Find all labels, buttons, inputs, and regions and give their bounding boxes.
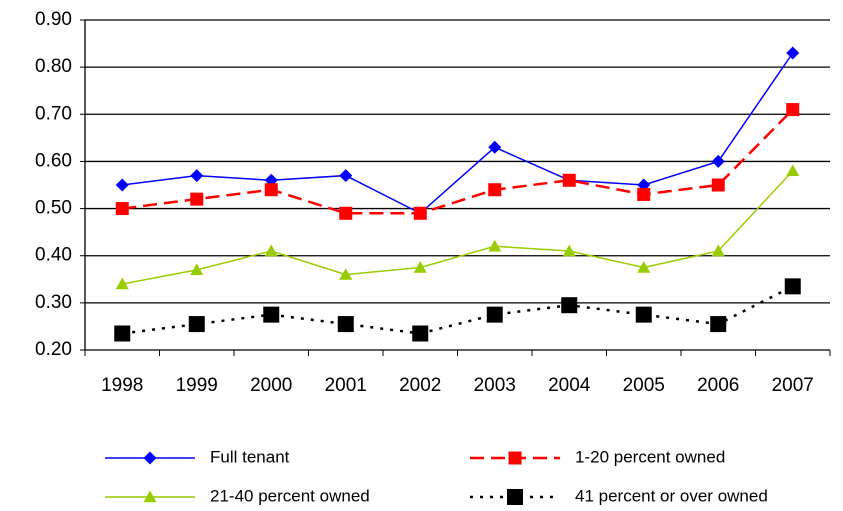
y-tick-label: 0.20 <box>35 339 72 360</box>
marker <box>413 261 427 273</box>
marker <box>339 169 353 183</box>
marker <box>711 154 725 168</box>
x-tick-label: 2004 <box>548 375 591 396</box>
marker <box>784 278 801 295</box>
y-tick-label: 0.60 <box>35 150 72 171</box>
x-tick-label: 2003 <box>474 375 516 396</box>
marker <box>263 306 280 323</box>
marker <box>637 187 651 201</box>
x-tick-label: 2000 <box>250 375 292 396</box>
marker <box>786 46 800 60</box>
marker <box>488 183 502 197</box>
marker <box>637 261 651 273</box>
marker <box>711 178 725 192</box>
series-line <box>122 52 794 215</box>
legend-label: 1-20 percent owned <box>575 447 725 466</box>
marker <box>339 206 353 220</box>
marker <box>711 244 725 257</box>
marker <box>188 316 205 333</box>
legend-marker <box>507 489 523 505</box>
x-tick-label: 1999 <box>176 375 218 396</box>
y-tick-label: 0.90 <box>35 9 72 30</box>
x-tick-label: 2006 <box>697 375 739 396</box>
legend-label: Full tenant <box>210 447 290 466</box>
marker <box>413 206 427 220</box>
marker <box>786 103 800 117</box>
marker <box>115 202 129 216</box>
y-tick-label: 0.80 <box>35 56 72 77</box>
x-tick-label: 2005 <box>623 375 665 396</box>
x-tick-label: 2002 <box>399 375 441 396</box>
legend-label: 21-40 percent owned <box>210 486 370 505</box>
series-line <box>122 285 794 335</box>
y-tick-label: 0.40 <box>35 245 72 266</box>
marker <box>412 325 429 342</box>
marker <box>562 244 576 257</box>
marker <box>264 244 278 257</box>
marker <box>562 173 576 187</box>
marker <box>264 183 278 197</box>
legend-marker <box>508 451 522 465</box>
marker <box>339 268 353 280</box>
x-tick-label: 2007 <box>772 375 814 396</box>
marker <box>190 192 204 206</box>
legend-marker <box>143 451 157 465</box>
x-tick-label: 1998 <box>101 375 143 396</box>
marker <box>486 306 503 323</box>
legend-marker <box>143 490 157 503</box>
marker <box>115 277 129 290</box>
y-tick-label: 0.50 <box>35 198 72 219</box>
marker <box>488 239 502 252</box>
series-line <box>122 108 794 215</box>
marker <box>488 140 502 154</box>
marker <box>114 325 131 342</box>
y-tick-label: 0.30 <box>35 292 72 313</box>
marker <box>190 263 204 276</box>
marker <box>115 178 129 192</box>
y-tick-label: 0.70 <box>35 103 72 124</box>
marker <box>786 164 800 177</box>
series-line <box>122 170 794 285</box>
legend-label: 41 percent or over owned <box>575 486 768 505</box>
marker <box>190 169 204 183</box>
marker <box>337 316 354 333</box>
marker <box>710 316 727 333</box>
marker <box>635 306 652 323</box>
x-tick-label: 2001 <box>325 375 367 396</box>
marker <box>561 297 578 314</box>
